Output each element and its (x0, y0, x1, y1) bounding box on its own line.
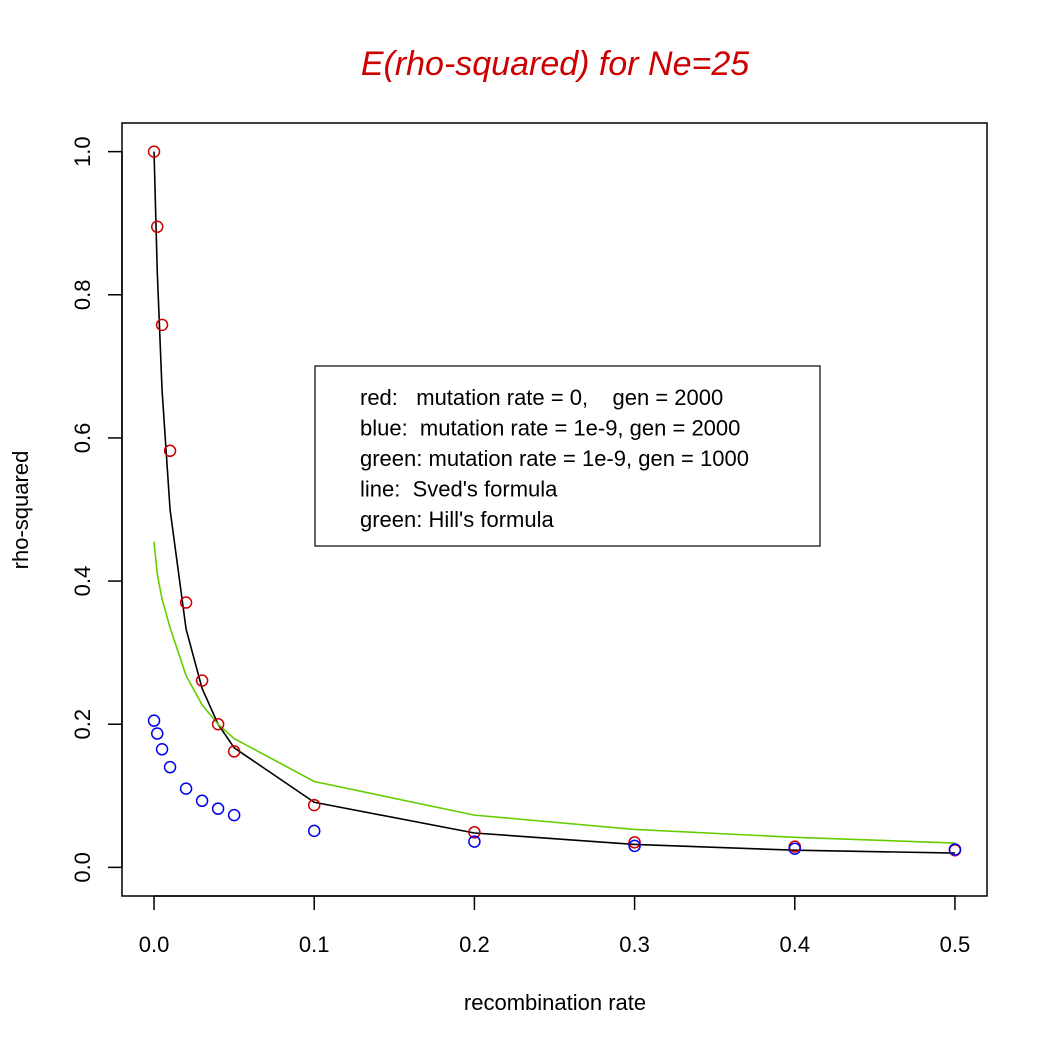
legend-entry: red: mutation rate = 0, gen = 2000 (360, 385, 723, 410)
chart-title: E(rho-squared) for Ne=25 (361, 45, 749, 83)
series-1-point (155, 743, 169, 756)
y-tick-label: 0.0 (70, 852, 95, 883)
series-1-point (195, 794, 209, 808)
series-1-point (468, 835, 481, 848)
x-tick-label: 0.2 (459, 932, 490, 957)
series-1-point (948, 843, 962, 856)
series-1-point (307, 824, 321, 838)
series-0-point (227, 745, 241, 758)
x-tick-label: 0.0 (139, 932, 170, 957)
series-0-point (163, 444, 177, 458)
series-0-point (628, 836, 641, 849)
x-tick-label: 0.5 (940, 932, 971, 957)
series-1-point (788, 842, 802, 856)
series-1-point (628, 839, 641, 853)
series-0-point (147, 145, 161, 158)
y-tick-label: 0.2 (70, 709, 95, 740)
series-0-point (150, 220, 164, 234)
y-tick-label: 0.4 (70, 566, 95, 597)
series-1-point (227, 808, 241, 822)
legend-entry: blue: mutation rate = 1e-9, gen = 2000 (360, 416, 740, 441)
y-axis: 0.0 0.2 0.4 0.6 0.8 1.0 (70, 136, 123, 883)
x-axis-label: recombination rate (464, 990, 646, 1015)
series-layer (147, 145, 962, 857)
series-0-point (155, 318, 169, 332)
y-tick-label: 0.8 (70, 279, 95, 310)
series-1-point (163, 760, 177, 774)
series-line-3 (153, 541, 955, 844)
series-1-point (211, 802, 225, 815)
series-0-point (468, 826, 481, 839)
legend-entry: green: Hill's formula (360, 507, 554, 532)
series-1-point (150, 727, 164, 740)
series-0-point (195, 674, 209, 687)
legend: red: mutation rate = 0, gen = 2000 blue: … (314, 365, 821, 547)
series-0-point (307, 798, 321, 812)
series-1-point (179, 782, 193, 795)
y-tick-label: 1.0 (70, 136, 95, 167)
x-tick-label: 0.3 (619, 932, 650, 957)
x-tick-label: 0.1 (299, 932, 330, 957)
legend-entry: line: Sved's formula (360, 477, 558, 502)
y-axis-label: rho-squared (8, 451, 33, 570)
x-axis: 0.0 0.1 0.2 0.3 0.4 0.5 (139, 895, 971, 957)
legend-entry: green: mutation rate = 1e-9, gen = 1000 (360, 446, 749, 471)
legend-box (314, 365, 821, 547)
x-tick-label: 0.4 (779, 932, 810, 957)
y-tick-label: 0.6 (70, 423, 95, 454)
series-0-point (179, 596, 193, 609)
series-0-point (211, 717, 225, 731)
series-1-point (147, 714, 161, 727)
